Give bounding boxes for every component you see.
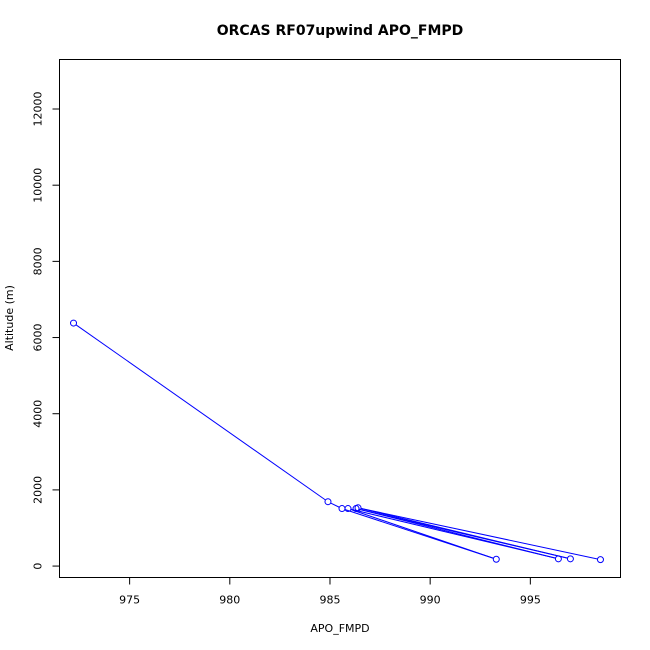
- x-axis-label: APO_FMPD: [310, 622, 369, 635]
- series-line-segment: [360, 507, 598, 560]
- y-tick-label: 0: [32, 563, 45, 570]
- data-point: [324, 498, 332, 506]
- x-axis: 975 980 985 990 995: [119, 577, 541, 607]
- data-point: [344, 505, 352, 513]
- y-tick-label: 10000: [32, 168, 45, 203]
- series-layer: [70, 319, 604, 564]
- x-tick-label: 985: [319, 594, 340, 607]
- data-point: [70, 319, 78, 327]
- y-tick-label: 12000: [32, 92, 45, 127]
- data-point: [566, 555, 574, 563]
- data-point: [492, 555, 500, 563]
- x-tick-label: 990: [420, 594, 441, 607]
- series-line-segment: [330, 502, 340, 508]
- y-tick-label: 4000: [32, 400, 45, 428]
- data-point: [554, 555, 562, 563]
- data-point: [596, 556, 604, 564]
- y-tick-label: 8000: [32, 247, 45, 275]
- x-tick-label: 995: [520, 594, 541, 607]
- x-tick-label: 980: [219, 594, 240, 607]
- y-tick-label: 2000: [32, 476, 45, 504]
- chart-title: ORCAS RF07upwind APO_FMPD: [217, 23, 464, 39]
- data-point: [354, 504, 362, 512]
- y-axis-label: Altitude (m): [3, 285, 16, 351]
- series-line-segment: [360, 508, 568, 559]
- series-line-segment: [350, 509, 494, 559]
- series-line-segment: [75, 324, 326, 501]
- y-tick-label: 6000: [32, 324, 45, 352]
- plot-area-frame: [59, 59, 621, 578]
- x-tick-label: 975: [119, 594, 140, 607]
- y-axis: 0 2000 4000 6000 8000 10000 12000: [32, 92, 60, 570]
- data-point: [338, 505, 346, 513]
